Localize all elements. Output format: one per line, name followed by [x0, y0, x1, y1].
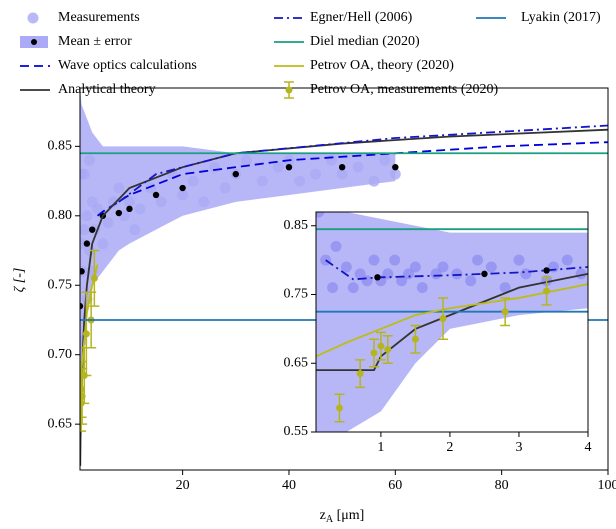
mean-point [80, 268, 85, 275]
x-label-sub: A [326, 514, 334, 525]
measurement-point [347, 282, 359, 294]
y-tick-label: 0.85 [284, 218, 309, 233]
mean-point [89, 226, 96, 233]
x-label-unit: [μm] [333, 508, 364, 523]
x-tick-label: 3 [515, 440, 522, 455]
measurement-point [465, 275, 477, 287]
plot-area [80, 88, 608, 470]
measurement-point [437, 261, 449, 273]
mean-point [83, 240, 91, 247]
mean-point [285, 163, 293, 171]
y-axis-label: ζ [-] [12, 268, 27, 293]
x-tick-label: 40 [282, 478, 296, 493]
error-point [335, 404, 343, 412]
mean-point [232, 170, 239, 178]
y-tick-label: 0.65 [48, 416, 73, 431]
error-point [439, 315, 447, 323]
error-point [411, 335, 419, 343]
legend-label: Petrov OA, theory (2020) [310, 58, 454, 73]
measurement-point [513, 254, 525, 266]
measurement-point [451, 268, 463, 280]
x-tick-label: 20 [176, 478, 190, 493]
x-label-base: z [320, 508, 326, 523]
x-tick-label: 80 [495, 478, 509, 493]
line [316, 283, 588, 358]
error-point [501, 308, 509, 316]
legend-marker [31, 39, 37, 45]
error-band [80, 88, 396, 470]
legend-label: Wave optics calculations [58, 58, 197, 73]
error-band [316, 212, 588, 432]
mean-point [179, 184, 186, 192]
legend-label: Petrov OA, measurements (2020) [310, 82, 499, 97]
legend-label: Lyakin (2017) [521, 10, 601, 25]
measurement-point [409, 261, 421, 273]
legend-marker [27, 12, 39, 24]
legend: Measurements Mean ± error Wave optics calc… [20, 10, 601, 99]
measurement-point [430, 268, 442, 280]
x-tick-label: 2 [446, 440, 453, 455]
mean-point [126, 205, 133, 213]
x-tick-label: 60 [388, 478, 402, 493]
measurement-point [330, 240, 342, 252]
measurement-point [354, 268, 366, 280]
measurement-point [327, 282, 339, 294]
x-axis-label: zA [μm] [320, 508, 365, 525]
error-point [82, 330, 90, 338]
x-tick-label: 100 [598, 478, 616, 493]
x-tick-label: 1 [377, 440, 384, 455]
axes-frame [315, 211, 589, 433]
error-point [543, 287, 551, 295]
line [96, 141, 608, 217]
mean-point [374, 274, 381, 281]
x-tick-label: 4 [585, 440, 592, 455]
axes-frame [79, 87, 609, 471]
legend-label: Diel median (2020) [310, 34, 420, 49]
plot-area [316, 212, 588, 432]
error-point [356, 370, 364, 378]
line [325, 259, 588, 281]
error-point [90, 274, 98, 282]
measurement-point [403, 268, 415, 280]
y-tick-label: 0.75 [284, 287, 309, 302]
measurement-point [396, 275, 408, 287]
legend-label: Measurements [58, 10, 140, 25]
legend-label: Mean ± error [58, 34, 132, 49]
measurement-point [472, 254, 484, 266]
mean-point [338, 163, 346, 171]
mean-point [80, 302, 84, 310]
legend-label: Analytical theory [58, 82, 156, 97]
measurement-point [416, 282, 428, 294]
measurement-point [485, 261, 497, 273]
mean-point [152, 191, 160, 199]
measurement-point [361, 275, 373, 287]
error-point [384, 346, 392, 353]
y-tick-label: 0.75 [48, 277, 73, 292]
main-plot: 20 40 60 80 100 0.65 0.70 0.75 0.80 0.85 [48, 87, 616, 493]
inset: 1 2 3 4 0.55 0.65 0.75 0.85 [284, 211, 592, 455]
y-tick-label: 0.65 [284, 355, 309, 370]
y-tick-label: 0.55 [284, 424, 309, 439]
measurement-point [316, 212, 325, 218]
measurement-point [499, 282, 511, 294]
error-point [370, 349, 378, 357]
mean-point [392, 163, 399, 171]
legend-marker [285, 86, 293, 94]
mean-point [115, 209, 123, 217]
y-tick-label: 0.85 [48, 139, 73, 154]
measurement-point [561, 254, 573, 266]
legend-label: Egner/Hell (2006) [310, 10, 413, 25]
measurement-point [340, 261, 352, 273]
mean-point [481, 270, 488, 278]
error-point [377, 342, 385, 350]
y-tick-label: 0.70 [48, 347, 73, 362]
mean-point [543, 267, 550, 274]
y-tick-label: 0.80 [48, 208, 73, 223]
measurement-point [368, 254, 380, 266]
measurement-point [520, 268, 532, 280]
measurement-point [389, 254, 401, 266]
